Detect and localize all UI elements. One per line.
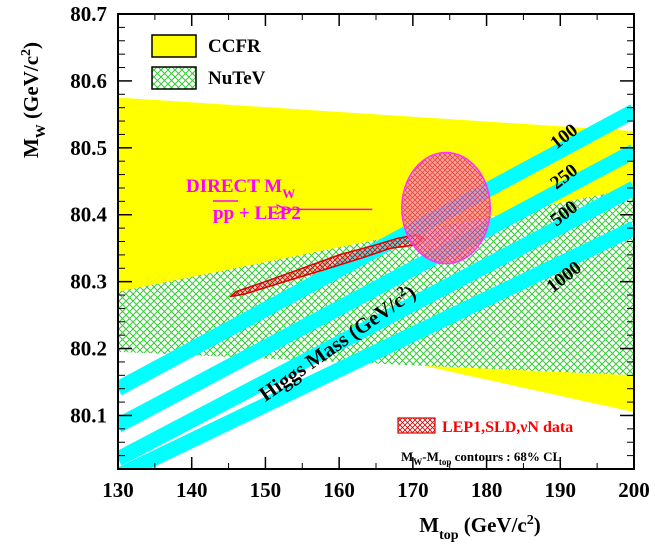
- axes-layer: 130 140 150 160 170 180 190 200 80.1 80.2 80.3 80.4…: [70, 2, 650, 502]
- direct-mw-label-line2: pp + LEP2: [213, 203, 301, 224]
- y-tick-label-80.5: 80.5: [70, 136, 107, 160]
- y-tick-label-80.2: 80.2: [70, 337, 107, 361]
- legend-swatch-ccfr: [151, 34, 197, 58]
- direct-contour: [401, 151, 492, 265]
- legend-label-ccfr: CCFR: [208, 36, 261, 57]
- x-tick-label-150: 150: [250, 478, 282, 502]
- x-axis-label: Mtop (GeV/c2): [419, 513, 541, 543]
- x-tick-label-200: 200: [618, 478, 650, 502]
- direct-mw-label: DIRECT MW: [186, 176, 295, 201]
- x-tick-label-130: 130: [102, 478, 134, 502]
- lep-key: LEP1,SLD,νN data: [397, 417, 573, 436]
- higgs-band-250: [118, 144, 634, 433]
- higgs-band-1000: [118, 221, 634, 469]
- legend-label-nutev: NuTeV: [208, 68, 266, 89]
- x-tick-label-190: 190: [545, 478, 577, 502]
- y-tick-label-80.1: 80.1: [70, 403, 107, 427]
- contours-layer: [228, 151, 492, 298]
- y-tick-label-80.7: 80.7: [70, 2, 107, 26]
- x-tick-label-140: 140: [176, 478, 208, 502]
- x-tick-label-180: 180: [471, 478, 503, 502]
- higgs-band-500: [118, 181, 634, 466]
- y-axis-label: MW (GeV/c2): [19, 42, 49, 158]
- lep-key-label: LEP1,SLD,νN data: [442, 419, 573, 436]
- legend: CCFR NuTeV: [151, 34, 266, 90]
- y-tick-label-80.6: 80.6: [70, 69, 107, 93]
- legend-swatch-nutev: [151, 66, 197, 90]
- footnote: MW-Mtop contours : 68% CL: [401, 449, 562, 467]
- y-tick-label-80.3: 80.3: [70, 270, 107, 294]
- x-tick-label-160: 160: [323, 478, 355, 502]
- x-tick-label-170: 170: [397, 478, 429, 502]
- direct-mw-annotation: DIRECT MW pp + LEP2: [186, 176, 373, 224]
- y-tick-label-80.4: 80.4: [70, 203, 107, 227]
- lep-key-swatch: [397, 417, 436, 434]
